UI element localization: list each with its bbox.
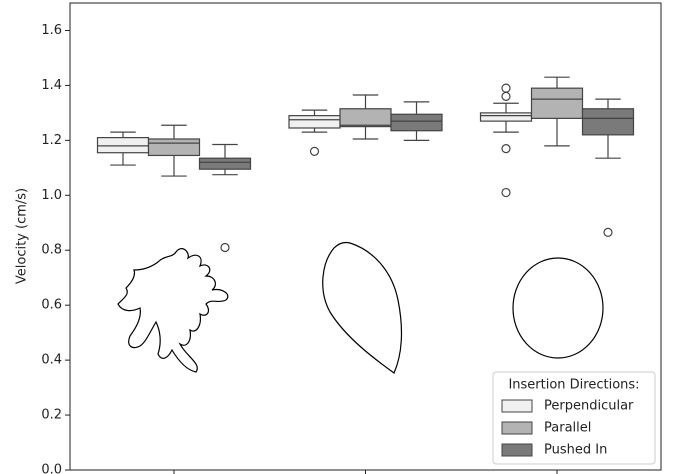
legend-label: Perpendicular: [544, 399, 634, 414]
outlier: [502, 145, 510, 153]
teardrop-shape: [323, 243, 402, 373]
box: [583, 109, 634, 135]
y-tick-label: 1.2: [41, 133, 62, 148]
y-tick-label: 0.4: [41, 353, 62, 368]
box: [481, 113, 532, 121]
legend-swatch: [502, 422, 532, 434]
legend-title: Insertion Directions:: [508, 378, 639, 393]
shape-drawings: [118, 243, 603, 373]
box: [532, 88, 583, 118]
y-tick-label: 1.0: [41, 188, 62, 203]
y-tick-label: 0.6: [41, 298, 62, 313]
outlier: [221, 243, 229, 251]
legend-swatch: [502, 400, 532, 412]
box: [149, 139, 200, 155]
outlier: [502, 92, 510, 100]
y-tick-label: 1.4: [41, 78, 62, 93]
circle-shape: [513, 258, 603, 358]
outlier: [604, 228, 612, 236]
box: [289, 116, 340, 128]
legend-swatch: [502, 444, 532, 456]
box: [98, 138, 149, 153]
y-axis-label: Velocity (cm/s): [15, 188, 30, 284]
box: [340, 109, 391, 127]
box: [200, 158, 251, 169]
y-tick-label: 0.0: [41, 463, 62, 474]
outlier: [502, 189, 510, 197]
leaf-shape: [118, 249, 228, 372]
outlier: [311, 147, 319, 155]
legend: Insertion Directions: Perpendicular Paral…: [493, 372, 655, 464]
box: [391, 114, 442, 130]
y-tick-label: 1.6: [41, 23, 62, 38]
y-tick-label: 0.8: [41, 243, 62, 258]
legend-label: Pushed In: [544, 443, 607, 458]
outlier: [502, 84, 510, 92]
y-tick-label: 0.2: [41, 408, 62, 423]
legend-label: Parallel: [544, 421, 591, 436]
chart: Velocity (cm/s) Insertion Directions: Pe…: [0, 0, 673, 474]
